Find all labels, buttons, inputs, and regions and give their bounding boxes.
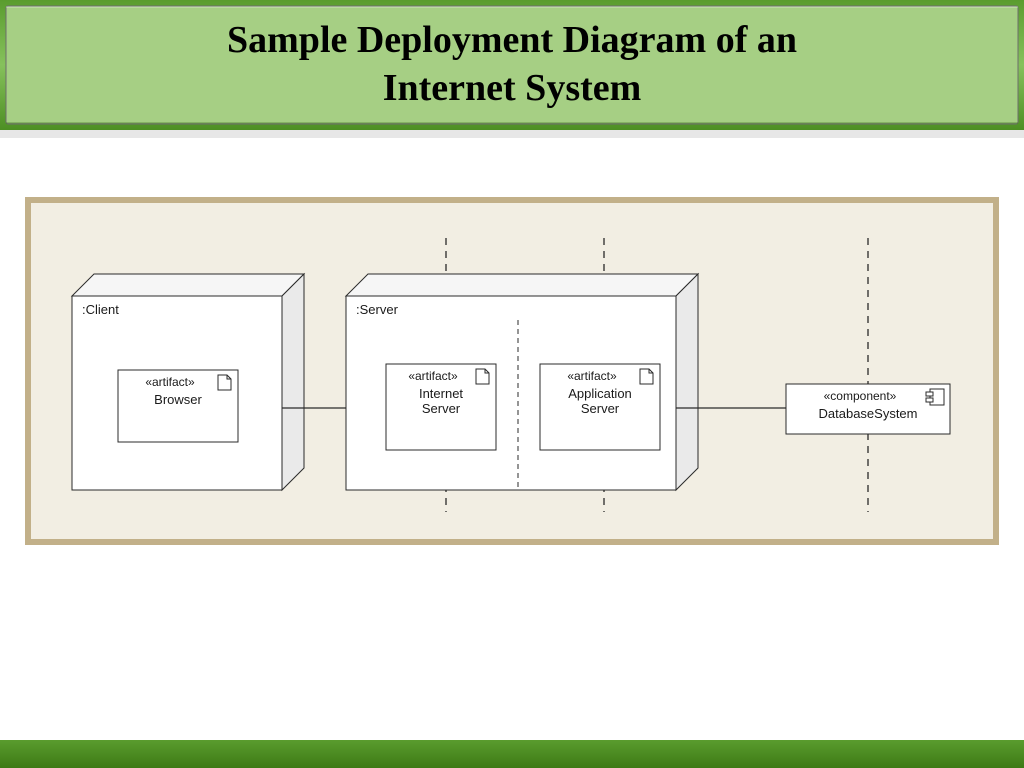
label-browser: Browser — [154, 392, 202, 407]
label-inet: InternetServer — [419, 386, 463, 416]
label-db: DatabaseSystem — [819, 406, 918, 421]
doc-icon — [476, 369, 489, 384]
slide-title-line1: Sample Deployment Diagram of an — [227, 19, 797, 61]
stereotype-browser: «artifact» — [145, 375, 195, 389]
artifact-inet: «artifact» InternetServer — [386, 364, 496, 450]
header-shadow — [0, 130, 1024, 138]
stereotype-app: «artifact» — [567, 369, 617, 383]
node-label-server: :Server — [356, 302, 399, 317]
doc-icon — [218, 375, 231, 390]
slide-title-line2: Internet System — [383, 67, 642, 109]
slide-canvas: Sample Deployment Diagram of an Internet … — [0, 0, 1024, 768]
artifact-db: «component» DatabaseSystem — [786, 384, 950, 434]
node-label-client: :Client — [82, 302, 119, 317]
artifact-browser: «artifact» Browser — [118, 370, 238, 442]
stereotype-inet: «artifact» — [408, 369, 458, 383]
doc-icon — [640, 369, 653, 384]
footer-bar — [0, 740, 1024, 768]
artifact-app: «artifact»ApplicationServer — [540, 364, 660, 450]
stereotype-db: «component» — [824, 389, 897, 403]
